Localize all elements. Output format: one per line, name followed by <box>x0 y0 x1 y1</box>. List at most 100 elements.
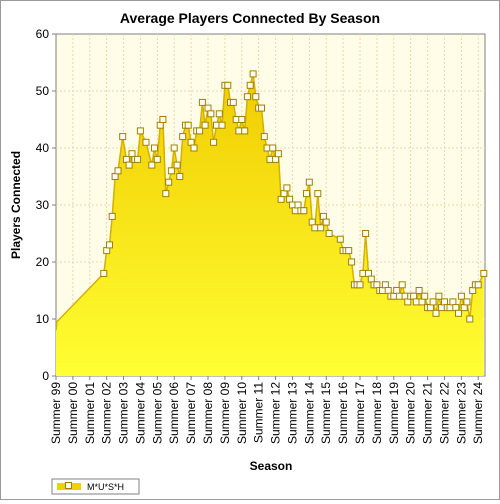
data-point <box>201 121 209 129</box>
data-point <box>317 224 325 232</box>
data-point <box>421 292 429 300</box>
data-point <box>432 309 440 317</box>
data-point <box>277 195 285 203</box>
data-point <box>165 178 173 186</box>
x-tick-label: Summer 24 <box>471 382 485 444</box>
data-point <box>280 190 288 198</box>
data-point <box>119 133 127 141</box>
data-point <box>106 241 113 249</box>
data-point <box>184 121 192 129</box>
x-axis: Summer 99 Summer 00 Summer 01 Summer 02 Summ… <box>49 376 485 444</box>
data-point <box>452 304 460 312</box>
data-point <box>210 138 218 146</box>
y-tick-label: 60 <box>36 27 50 41</box>
data-point <box>449 298 457 306</box>
data-point <box>258 104 265 112</box>
data-point <box>303 190 310 198</box>
data-point <box>308 218 316 226</box>
x-tick-label: Summer 10 <box>235 382 249 444</box>
data-point <box>415 287 423 294</box>
data-point <box>283 184 291 192</box>
data-point <box>365 269 372 277</box>
data-point <box>100 269 108 277</box>
data-point <box>229 98 237 106</box>
data-point <box>404 298 412 306</box>
data-point <box>238 116 246 123</box>
x-tick-label: Summer 03 <box>117 382 131 444</box>
data-point <box>418 298 426 306</box>
data-point <box>300 207 308 215</box>
data-point <box>463 298 471 306</box>
data-point <box>381 281 389 289</box>
y-tick-label: 0 <box>42 369 49 383</box>
data-point <box>294 201 302 209</box>
data-point <box>148 161 156 169</box>
x-tick-label: Summer 12 <box>269 382 283 444</box>
x-tick-label: Summer 99 <box>49 382 63 444</box>
y-axis: 0 10 20 30 40 50 60 <box>36 27 56 383</box>
data-point <box>395 292 403 300</box>
data-point <box>435 292 443 300</box>
data-point <box>474 281 482 289</box>
data-point <box>367 275 375 283</box>
x-tick-label: Summer 16 <box>336 382 350 444</box>
data-point <box>170 144 178 152</box>
data-markers <box>100 70 488 323</box>
data-point <box>159 116 167 123</box>
data-point <box>151 144 158 152</box>
x-tick-label: Summer 09 <box>218 382 232 444</box>
data-point <box>198 98 206 106</box>
data-point <box>190 144 198 152</box>
data-point <box>322 218 330 226</box>
x-axis-label: Season <box>250 459 293 473</box>
x-tick-label: Summer 06 <box>167 382 181 444</box>
data-point <box>114 167 122 175</box>
data-point <box>274 150 282 158</box>
data-point <box>446 304 454 312</box>
data-point <box>153 155 161 163</box>
data-point <box>457 292 465 300</box>
data-point <box>325 230 333 237</box>
data-point <box>260 133 268 141</box>
data-point <box>460 304 468 312</box>
data-point <box>103 247 111 255</box>
x-tick-label: Summer 14 <box>302 382 316 444</box>
data-point <box>128 150 136 158</box>
data-point <box>142 138 150 146</box>
y-tick-label: 10 <box>36 312 50 326</box>
y-tick-label: 40 <box>36 141 50 155</box>
x-tick-label: Summer 01 <box>83 382 97 444</box>
data-point <box>480 269 488 277</box>
area-fill <box>56 73 484 376</box>
y-tick-label: 50 <box>36 84 50 98</box>
legend-box <box>51 478 140 495</box>
legend-marker <box>65 482 72 489</box>
data-point <box>224 81 232 89</box>
data-point <box>252 93 260 101</box>
x-tick-label: Summer 21 <box>421 382 435 444</box>
data-point <box>243 93 251 101</box>
data-point <box>108 212 116 220</box>
data-point <box>356 281 364 289</box>
data-point <box>218 121 226 129</box>
legend-label: M*U*S*H <box>87 482 124 492</box>
data-point <box>362 230 370 237</box>
x-tick-label: Summer 19 <box>387 382 401 444</box>
data-point <box>272 155 280 163</box>
x-tick-label: Summer 07 <box>184 382 198 444</box>
data-point <box>348 258 356 266</box>
data-point <box>241 127 249 135</box>
data-point <box>176 173 184 180</box>
data-point <box>167 167 175 175</box>
data-point <box>187 138 195 146</box>
data-point <box>319 212 327 220</box>
y-tick-label: 20 <box>36 255 50 269</box>
x-tick-label: Summer 18 <box>370 382 384 444</box>
x-tick-label: Summer 08 <box>201 382 215 444</box>
data-point <box>311 224 319 232</box>
data-point <box>373 281 381 289</box>
data-point <box>345 247 353 255</box>
y-tick-label: 30 <box>36 198 50 212</box>
